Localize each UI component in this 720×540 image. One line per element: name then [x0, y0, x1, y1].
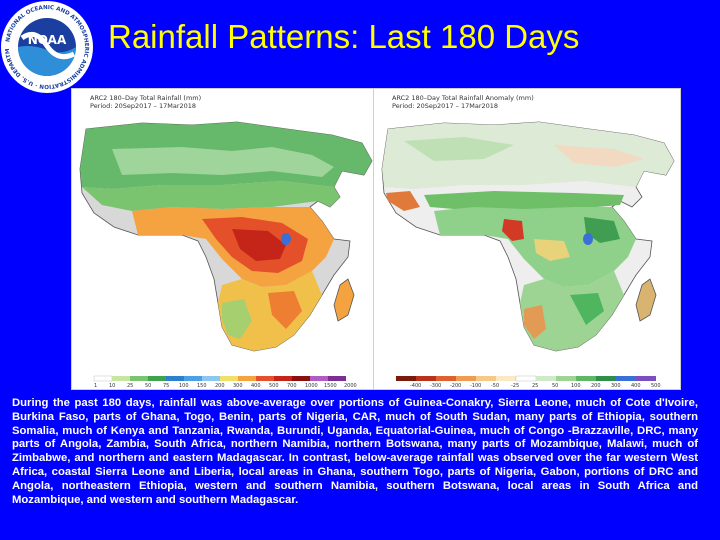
legend-tick: 400	[251, 383, 261, 389]
map-title: ARC2 180–Day Total Rainfall Anomaly (mm)	[392, 94, 534, 102]
map-title: ARC2 180–Day Total Rainfall (mm)	[90, 94, 202, 102]
map-period: Period: 20Sep2017 – 17Mar2018	[90, 102, 197, 110]
legend-tick: 50	[552, 383, 558, 389]
legend-tick: -400	[410, 383, 421, 389]
legend-tick: 400	[631, 383, 641, 389]
legend-tick: 700	[287, 383, 297, 389]
legend-tick: 200	[215, 383, 225, 389]
legend-tick: 100	[179, 383, 189, 389]
legend-tick: 2000	[344, 383, 357, 389]
legend-tick: 50	[145, 383, 151, 389]
legend-tick: 25	[532, 383, 538, 389]
page-title: Rainfall Patterns: Last 180 Days	[108, 18, 580, 55]
legend-tick: 10	[109, 383, 115, 389]
total-rainfall-map: ARC2 180–Day Total Rainfall (mm) Period:…	[71, 88, 379, 390]
summary-caption: During the past 180 days, rainfall was a…	[12, 397, 698, 506]
legend-tick: 300	[611, 383, 621, 389]
legend-tick: -50	[491, 383, 499, 389]
map-period: Period: 20Sep2017 – 17Mar2018	[392, 102, 499, 110]
legend-tick: 150	[197, 383, 207, 389]
logo-text: NOAA	[28, 33, 67, 47]
legend-tick: 25	[127, 383, 133, 389]
legend-tick: 200	[591, 383, 601, 389]
legend-tick: -200	[450, 383, 461, 389]
legend-tick: -100	[470, 383, 481, 389]
rainfall-anomaly-map: ARC2 180–Day Total Rainfall Anomaly (mm)…	[373, 88, 681, 390]
legend-tick: 75	[163, 383, 169, 389]
legend-tick: 1000	[305, 383, 318, 389]
legend-tick: -300	[430, 383, 441, 389]
legend-tick: 1	[94, 383, 97, 389]
legend-tick: 100	[571, 383, 581, 389]
legend-tick: -25	[511, 383, 519, 389]
legend-tick: 500	[269, 383, 279, 389]
legend-tick: 300	[233, 383, 243, 389]
noaa-logo: NOAA NATIONAL OCEANIC AND ATMOSPHERIC AD…	[0, 0, 94, 94]
legend-tick: 1500	[324, 383, 337, 389]
legend-tick: 500	[651, 383, 661, 389]
